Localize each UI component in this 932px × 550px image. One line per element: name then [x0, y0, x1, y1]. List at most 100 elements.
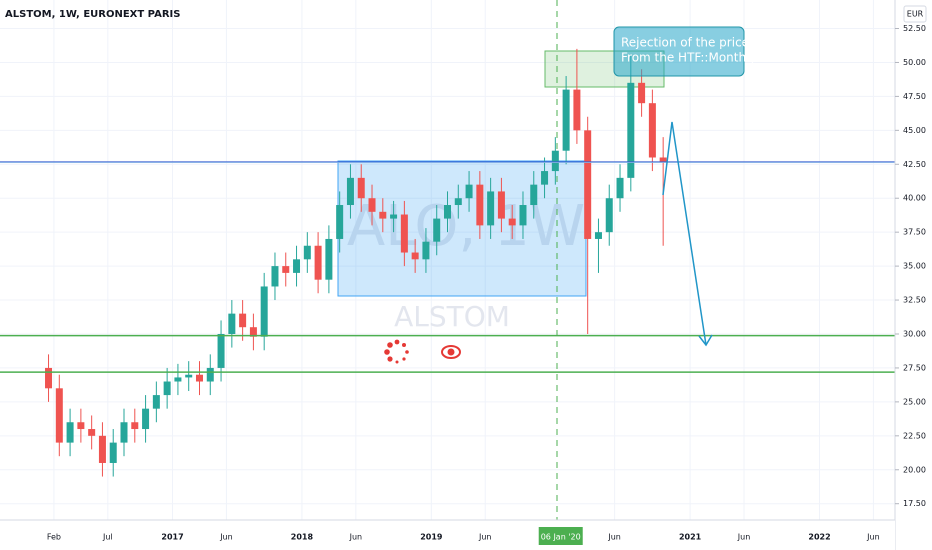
candle-body: [77, 422, 85, 430]
y-tick-label: 22.50: [903, 431, 926, 440]
candle-body: [228, 313, 236, 334]
candle-body: [88, 429, 96, 436]
candle-body: [551, 150, 559, 172]
candle-body: [422, 241, 430, 260]
candle-body: [206, 367, 214, 382]
candle-body: [174, 377, 182, 382]
candle-body: [142, 408, 150, 430]
candle-body: [346, 177, 354, 206]
x-tick-label: Jun: [866, 533, 880, 542]
candles: [45, 48, 667, 477]
y-tick-label: 25.00: [903, 397, 926, 406]
watermark: ALO, 1W: [347, 194, 585, 259]
candle-body: [336, 205, 344, 239]
candle-body: [519, 205, 527, 226]
x-tick-label: Jun: [478, 533, 492, 542]
y-tick-label: 17.50: [903, 499, 926, 508]
candle-body: [45, 367, 53, 389]
candle-body: [239, 313, 247, 328]
candle-body: [433, 218, 441, 242]
candle-body: [573, 89, 581, 131]
candle-body: [314, 245, 322, 280]
candle-body: [530, 184, 538, 206]
candle-body: [584, 130, 592, 239]
x-tick-label: Feb: [47, 533, 61, 542]
date-marker-box: [538, 527, 583, 545]
currency: EUR: [907, 10, 924, 19]
candle-body: [249, 327, 257, 337]
candle-body: [648, 103, 656, 158]
y-tick-label: 50.00: [903, 58, 926, 67]
candle-body: [541, 171, 549, 185]
y-tick-label: 30.00: [903, 329, 926, 338]
range-box: [337, 160, 587, 297]
candle-body: [487, 191, 495, 226]
candle-body: [379, 211, 387, 219]
y-tick-label: 37.50: [903, 228, 926, 237]
candle-body: [605, 198, 613, 233]
y-tick-label: 32.50: [903, 296, 926, 305]
annotation-line: From the HTF::Monthly: [621, 51, 757, 65]
candle-body: [368, 198, 376, 212]
candle-body: [465, 184, 473, 199]
candle-body: [638, 82, 646, 104]
time-axis: [0, 520, 895, 550]
arrow-head: [698, 334, 713, 347]
candle-body: [444, 205, 451, 219]
x-tick-label: 2021: [679, 533, 702, 542]
candle-body: [325, 238, 333, 280]
x-tick-label: 2017: [161, 533, 183, 542]
chart-title: ALSTOM, 1W, EURONEXT PARIS: [5, 9, 180, 20]
candle-body: [508, 218, 516, 226]
candle-body: [260, 286, 268, 337]
candle-body: [163, 381, 171, 396]
candle-body: [616, 177, 624, 199]
candle-body: [109, 442, 117, 463]
y-tick-label: 45.00: [903, 126, 926, 135]
candle-body: [131, 422, 139, 430]
candle-body: [476, 184, 484, 226]
date-marker-label: 06 Jan '20: [541, 533, 581, 542]
y-tick-label: 52.50: [903, 24, 926, 33]
candle-body: [282, 266, 290, 273]
candle-body: [98, 435, 106, 463]
x-tick-label: Jun: [737, 533, 751, 542]
axes: 17.50 20.00 22.50 25.00 27.50 30.00 32.50 35.00…: [47, 24, 926, 545]
x-tick-label: Jun: [219, 533, 233, 542]
candle-body: [659, 157, 667, 163]
y-tick-label: 20.00: [903, 465, 926, 474]
annotation-line: Rejection of the price: [621, 36, 749, 50]
currency-box: [903, 5, 927, 23]
candle-body: [293, 259, 301, 273]
candle-body: [271, 266, 279, 287]
candle-body: [400, 214, 408, 253]
candle-body: [55, 388, 63, 443]
y-tick-label: 27.50: [903, 363, 926, 372]
dots-icon: [384, 339, 409, 364]
candle-body: [627, 82, 635, 178]
x-tick-label: Jun: [349, 533, 363, 542]
eye-icon: [441, 345, 461, 359]
candle-body: [411, 252, 419, 260]
candle-body: [497, 191, 505, 219]
price-axis: [895, 0, 932, 550]
candle-body: [120, 422, 128, 443]
annotation-box: [613, 26, 745, 77]
candle-body: [303, 245, 311, 260]
y-tick-label: 42.50: [903, 160, 926, 169]
candle-body: [152, 395, 160, 409]
projection-arrow: [662, 121, 707, 346]
candle-body: [185, 374, 193, 378]
candle-body: [562, 89, 570, 151]
x-tick-label: Jul: [102, 533, 113, 542]
candle-body: [217, 333, 225, 368]
x-tick-label: Jun: [607, 533, 621, 542]
x-tick-label: 2018: [291, 533, 314, 542]
y-tick-label: 40.00: [903, 194, 926, 203]
y-tick-label: 47.50: [903, 92, 926, 101]
y-tick-label: 35.00: [903, 262, 926, 271]
candle-body: [357, 177, 365, 199]
